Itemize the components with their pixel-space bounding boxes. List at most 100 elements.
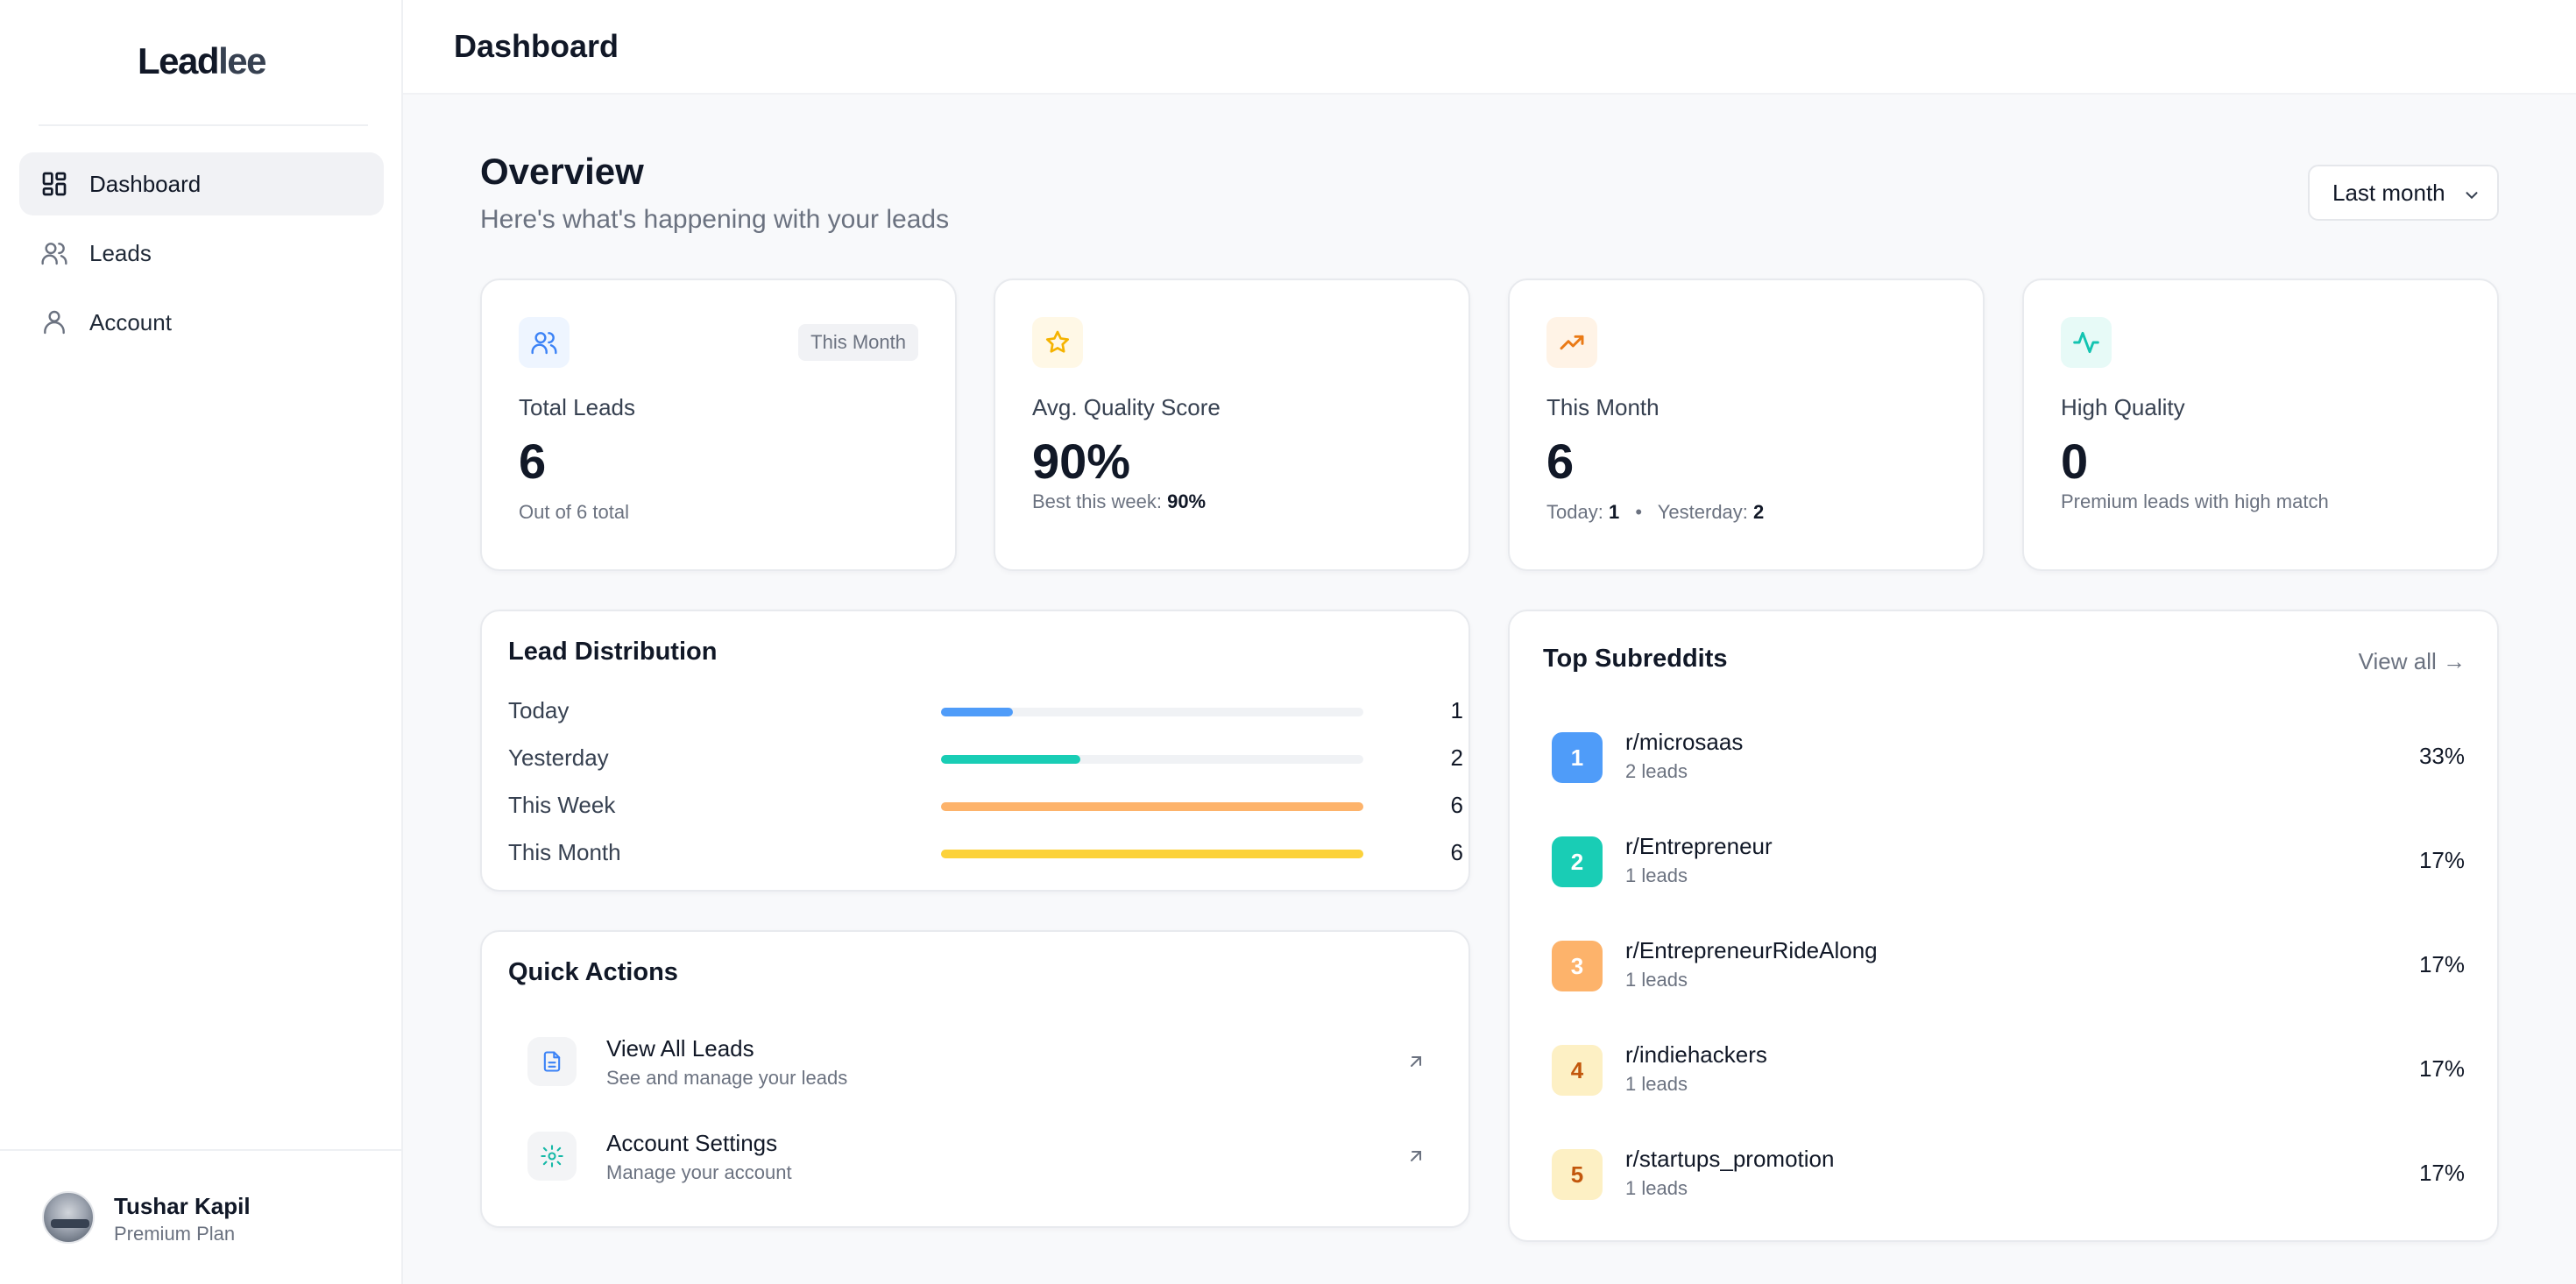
distribution-label: Yesterday [508,744,609,771]
distribution-row: This Month 6 [508,836,1463,871]
progress-fill [941,755,1081,764]
section-title: Lead Distribution [508,638,718,666]
overview-title: Overview [480,151,644,192]
trending-up-icon [1546,317,1597,368]
quick-action-subtitle: See and manage your leads [606,1067,848,1089]
brand-logo-part-a: Lead [138,40,220,81]
page-title: Dashboard [454,28,619,64]
sidebar-item-label: Account [89,308,172,335]
progress-track [941,755,1363,764]
subreddit-name: r/startups_promotion [1625,1146,1835,1172]
date-range-select[interactable]: Last month [2308,165,2499,221]
user-name: Tushar Kapil [114,1193,251,1219]
subreddit-count: 1 leads [1625,1177,1688,1199]
distribution-row: Yesterday 2 [508,741,1463,776]
stat-footer: Premium leads with high match [2061,490,2329,512]
top-subreddits-card: Top Subreddits View all → 1 r/microsaas … [1508,610,2499,1242]
stat-footer: Today: 1 • Yesterday: 2 [1546,501,1764,524]
user-profile[interactable]: Tushar Kapil Premium Plan [0,1149,403,1284]
avatar [42,1191,95,1244]
best-week-value: 90% [1167,490,1207,512]
subreddit-name: r/EntrepreneurRideAlong [1625,937,1878,963]
yesterday-label: Yesterday: [1657,501,1748,523]
date-range-value: Last month [2332,179,2445,206]
section-title: Top Subreddits [1543,645,1728,673]
stat-card-this-month: This Month 6 Today: 1 • Yesterday: 2 [1508,279,1985,571]
quick-action-view-leads[interactable]: View All Leads See and manage your leads [508,1028,1442,1098]
user-plan: Premium Plan [114,1223,236,1245]
users-icon [39,237,70,269]
sidebar-item-label: Dashboard [89,170,202,197]
subreddit-count: 1 leads [1625,1073,1688,1095]
subreddit-percent: 17% [2418,1160,2465,1186]
distribution-value: 1 [1450,697,1463,723]
rank-badge: 5 [1552,1149,1603,1200]
distribution-value: 6 [1450,792,1463,818]
stat-value: 90% [1032,434,1131,489]
stat-label: Total Leads [519,394,635,420]
subreddit-percent: 33% [2418,743,2465,769]
quick-action-title: Account Settings [606,1130,778,1156]
subreddit-percent: 17% [2418,951,2465,977]
sidebar-item-leads[interactable]: Leads [19,222,384,285]
period-badge: This Month [798,324,918,361]
quick-action-account-settings[interactable]: Account Settings Manage your account [508,1123,1442,1193]
stat-value: 6 [519,434,547,489]
gear-icon [527,1132,577,1181]
rank-badge: 1 [1552,732,1603,783]
distribution-row: This Week 6 [508,788,1463,823]
best-week-label: Best this week: [1032,490,1162,512]
activity-icon [2061,317,2112,368]
progress-track [941,850,1363,858]
brand-logo-part-b: lee [218,40,266,81]
sidebar-nav: Dashboard Leads Account [19,152,384,360]
subreddit-name: r/indiehackers [1625,1041,1767,1068]
arrow-up-right-icon [1405,1146,1426,1171]
top-bar: Dashboard [403,0,2576,95]
progress-track [941,802,1363,811]
separator-dot: • [1635,501,1643,523]
distribution-value: 6 [1450,839,1463,865]
yesterday-value: 2 [1753,501,1765,523]
sidebar-item-dashboard[interactable]: Dashboard [19,152,384,215]
stat-footer: Out of 6 total [519,501,629,523]
subreddit-percent: 17% [2418,847,2465,873]
section-title: Quick Actions [508,958,678,986]
sidebar-divider [39,124,368,126]
arrow-up-right-icon [1405,1051,1426,1076]
brand-logo[interactable]: Leadlee [0,40,403,82]
progress-track [941,708,1363,716]
progress-fill [941,708,1013,716]
view-all-link[interactable]: View all → [2358,648,2466,674]
subreddit-row[interactable]: 5 r/startups_promotion 1 leads 17% [1552,1140,2465,1210]
users-icon [519,317,570,368]
chevron-down-icon [2462,184,2481,211]
quick-actions-card: Quick Actions View All Leads See and man… [480,930,1470,1228]
subreddit-count: 2 leads [1625,760,1688,782]
subreddit-row[interactable]: 1 r/microsaas 2 leads 33% [1552,723,2465,794]
rank-badge: 4 [1552,1045,1603,1096]
progress-fill [941,850,1363,858]
stat-value: 6 [1546,434,1575,489]
sidebar: Leadlee Dashboard Leads [0,0,403,1284]
user-icon [39,307,70,338]
subreddit-name: r/Entrepreneur [1625,833,1773,859]
subreddit-row[interactable]: 4 r/indiehackers 1 leads 17% [1552,1036,2465,1106]
subreddit-name: r/microsaas [1625,729,1744,755]
sidebar-item-label: Leads [89,239,152,266]
stat-card-total-leads: This Month Total Leads 6 Out of 6 total [480,279,957,571]
distribution-value: 2 [1450,744,1463,771]
stat-label: This Month [1546,394,1660,420]
subreddit-row[interactable]: 3 r/EntrepreneurRideAlong 1 leads 17% [1552,932,2465,1002]
subreddit-row[interactable]: 2 r/Entrepreneur 1 leads 17% [1552,828,2465,898]
stat-label: High Quality [2061,394,2185,420]
sidebar-item-account[interactable]: Account [19,291,384,354]
stat-footer: Best this week: 90% [1032,490,1206,513]
stat-card-high-quality: High Quality 0 Premium leads with high m… [2022,279,2499,571]
subreddit-count: 1 leads [1625,969,1688,991]
lead-distribution-card: Lead Distribution Today 1 Yesterday 2 Th… [480,610,1470,892]
today-label: Today: [1546,501,1603,523]
rank-badge: 2 [1552,836,1603,887]
subreddit-count: 1 leads [1625,864,1688,886]
distribution-label: This Month [508,839,621,865]
